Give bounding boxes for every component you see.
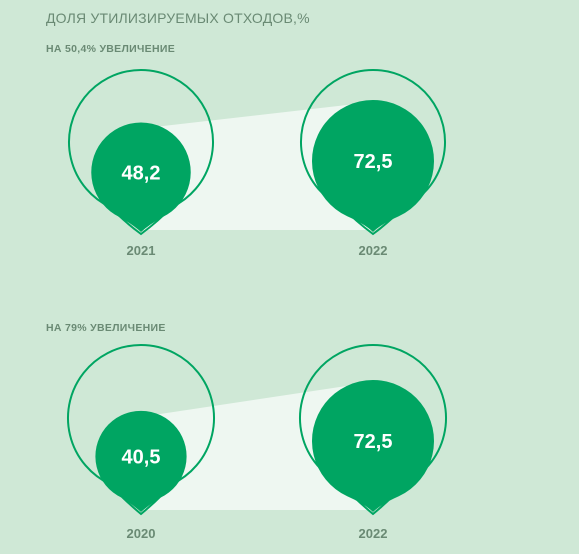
year-label: 2020 — [127, 526, 156, 541]
panel-1-subtitle: НА 50,4% УВЕЛИЧЕНИЕ — [46, 43, 176, 55]
value-bubble — [91, 122, 191, 232]
growth-ribbon — [141, 102, 373, 230]
year-label: 2022 — [359, 526, 388, 541]
bubble-outline — [300, 69, 446, 236]
growth-ribbon — [141, 382, 373, 510]
panel-2-chart: 40,5 2020 72,5 2022 — [67, 344, 447, 541]
value-bubble — [311, 380, 434, 512]
value-bubble — [95, 410, 187, 512]
panel-1-chart: 48,2 2021 72,5 2022 — [68, 69, 446, 258]
year-label: 2021 — [127, 243, 156, 258]
chart-title: ДОЛЯ УТИЛИЗИРУЕМЫХ ОТХОДОВ,% — [46, 10, 310, 26]
bubble-outline — [68, 69, 214, 236]
bubble-outline — [67, 344, 215, 516]
bubble-outline — [299, 344, 447, 516]
value-label: 72,5 — [354, 151, 393, 173]
value-label: 40,5 — [122, 446, 161, 468]
value-bubble — [311, 100, 434, 232]
value-label: 72,5 — [354, 431, 393, 453]
year-label: 2022 — [359, 243, 388, 258]
value-label: 48,2 — [122, 162, 161, 184]
panel-2-subtitle: НА 79% УВЕЛИЧЕНИЕ — [46, 322, 166, 334]
